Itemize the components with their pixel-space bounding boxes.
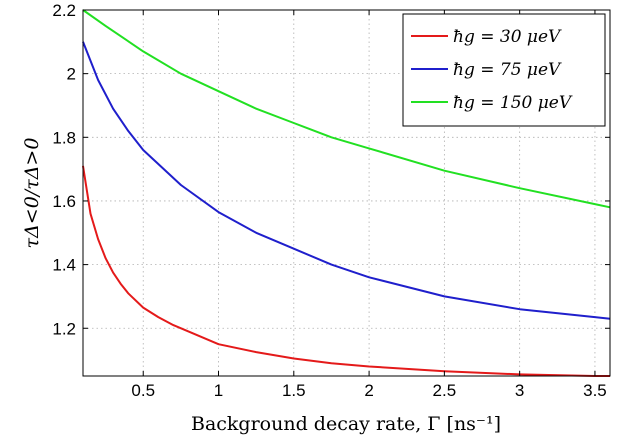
tick-marks xyxy=(83,9,610,376)
y-tick-label: 1.4 xyxy=(52,256,76,275)
plot-frame xyxy=(82,9,611,377)
series-line-30uev xyxy=(82,165,610,377)
y-axis-label: τΔ<0/τΔ>0 xyxy=(21,138,43,249)
legend-label-30: ħg = 30 μeV xyxy=(453,27,562,47)
y-tick-label: 2.2 xyxy=(52,1,76,20)
x-tick-label: 1.5 xyxy=(282,381,306,400)
y-tick-label: 1.6 xyxy=(52,192,76,211)
series-lines xyxy=(82,9,611,377)
y-tick-labels: 1.2 1.4 1.6 1.8 2 2.2 xyxy=(52,1,76,338)
legend-label-150: ħg = 150 μeV xyxy=(453,93,573,113)
series-line-150uev xyxy=(82,9,611,209)
x-axis-label: Background decay rate, Γ [ns⁻¹] xyxy=(191,413,501,435)
y-tick-label: 2 xyxy=(67,65,76,84)
x-tick-label: 2.5 xyxy=(433,381,457,400)
x-tick-label: 2 xyxy=(364,381,373,400)
x-tick-label: 0.5 xyxy=(131,381,155,400)
x-tick-labels: 0.5 1 1.5 2 2.5 3 3.5 xyxy=(131,381,606,400)
y-tick-label: 1.2 xyxy=(52,319,76,338)
x-tick-label: 3.5 xyxy=(583,381,607,400)
y-tick-label: 1.8 xyxy=(52,128,76,147)
x-tick-label: 1 xyxy=(214,381,223,400)
series-line-75uev xyxy=(82,41,611,320)
legend-label-75: ħg = 75 μeV xyxy=(453,60,562,80)
x-tick-label: 3 xyxy=(515,381,524,400)
legend: ħg = 30 μeV ħg = 75 μeV ħg = 150 μeV xyxy=(402,13,606,127)
